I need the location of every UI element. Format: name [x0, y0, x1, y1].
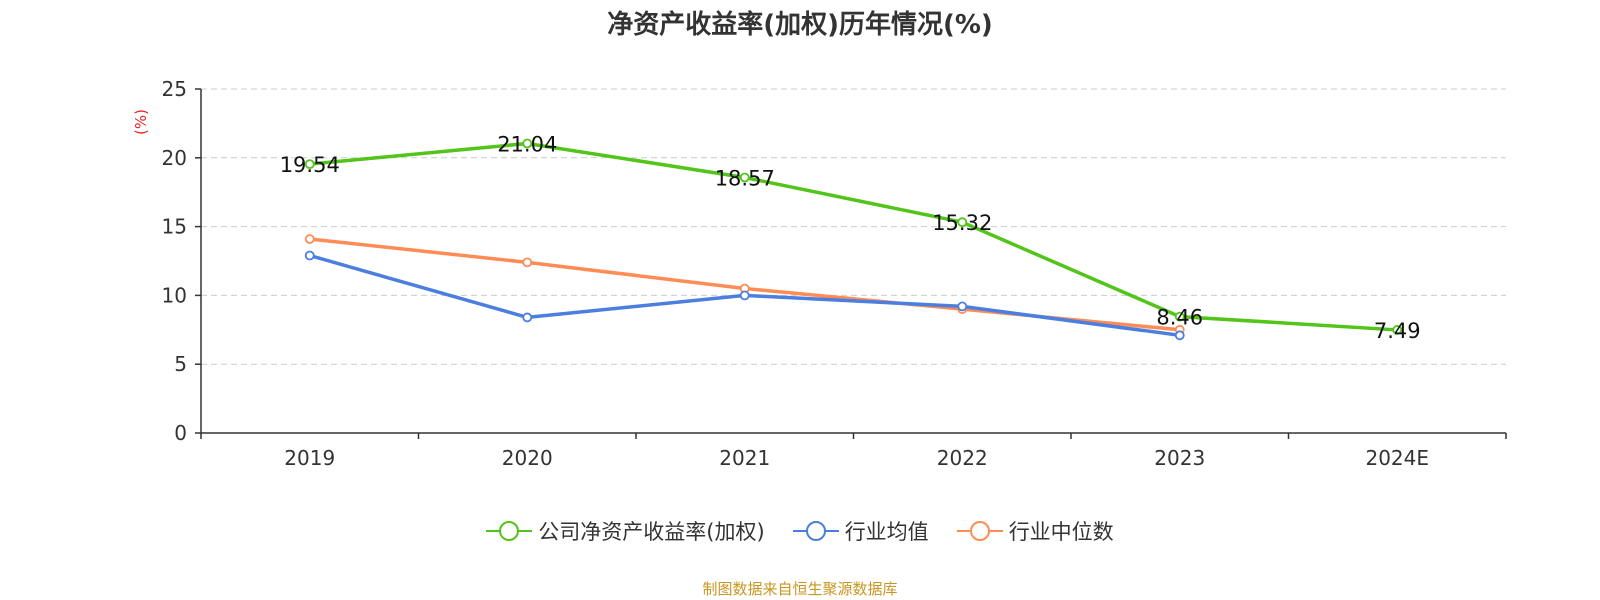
data-point: [1174, 330, 1185, 341]
data-point: [739, 290, 750, 301]
data-point: [522, 312, 533, 323]
y-tick-label: 10: [162, 283, 187, 307]
data-point: [957, 217, 968, 228]
legend: 公司净资产收益率(加权) 行业均值 行业中位数: [0, 516, 1600, 546]
data-labels: 19.54 21.04 18.57 15.32 8.46 7.49: [280, 132, 1421, 342]
data-point: [1174, 311, 1185, 322]
data-label: 7.49: [1374, 319, 1421, 343]
data-point: [304, 234, 315, 244]
y-tick-label: 20: [162, 146, 187, 170]
y-tick-label: 0: [174, 421, 187, 445]
axes: 0 5 10 15 20 25 2019 2020 2021 2022 2023 2024E: [162, 77, 1507, 470]
data-label: 19.54: [280, 153, 340, 177]
gridlines: [201, 88, 1506, 365]
x-tick-label: 2024E: [1365, 446, 1429, 470]
y-tick-label: 5: [174, 352, 187, 376]
data-label: 8.46: [1156, 306, 1203, 330]
legend-label: 行业均值: [844, 520, 929, 544]
x-tick-label: 2022: [937, 446, 988, 470]
data-label: 18.57: [715, 166, 775, 190]
data-point: [522, 138, 533, 149]
data-label: 15.32: [932, 211, 992, 235]
x-tick-label: 2020: [502, 446, 553, 470]
legend-marker-icon: [956, 521, 1003, 541]
data-label: 21.04: [497, 132, 557, 156]
legend-item[interactable]: 行业中位数: [956, 516, 1114, 546]
y-tick-label: 15: [162, 215, 187, 239]
legend-item[interactable]: 行业均值: [792, 516, 929, 546]
data-point: [739, 172, 750, 183]
data-point: [1392, 325, 1403, 335]
x-tick-label: 2023: [1154, 446, 1205, 470]
y-axis-label: (%): [132, 109, 150, 135]
series: [304, 138, 1403, 341]
data-point: [304, 159, 315, 170]
data-point: [957, 301, 968, 312]
legend-marker-icon: [792, 521, 839, 541]
source-note: 制图数据来自恒生聚源数据库: [702, 580, 898, 598]
legend-marker-icon: [486, 521, 533, 541]
y-tick-label: 25: [162, 77, 187, 101]
data-point: [522, 257, 533, 268]
legend-label: 行业中位数: [1008, 520, 1114, 544]
series-line: [309, 141, 1398, 332]
data-point: [304, 250, 315, 261]
legend-item[interactable]: 公司净资产收益率(加权): [486, 516, 765, 546]
legend-label: 公司净资产收益率(加权): [538, 520, 765, 544]
x-tick-label: 2019: [284, 446, 335, 470]
chart-title: 净资产收益率(加权)历年情况(%): [607, 10, 993, 40]
x-tick-label: 2021: [719, 446, 770, 470]
